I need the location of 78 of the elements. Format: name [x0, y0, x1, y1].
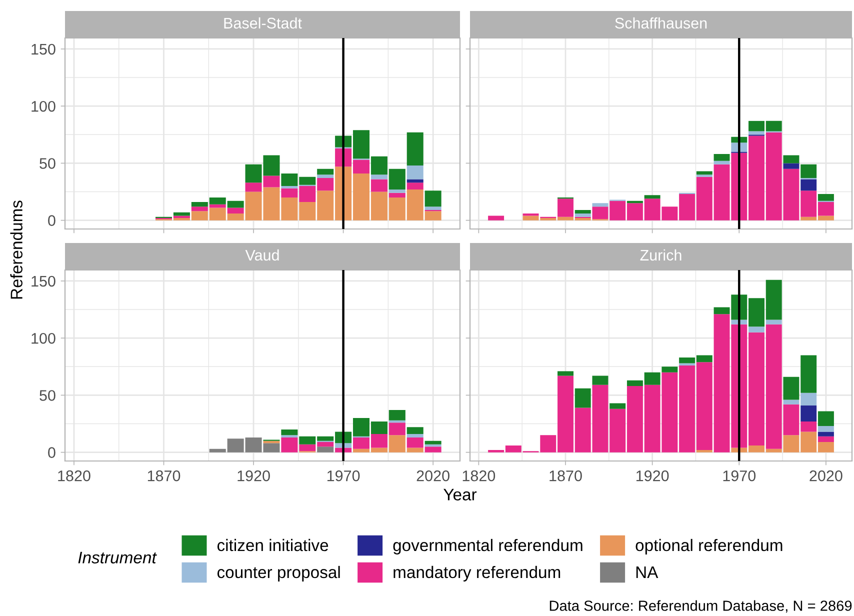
bar — [388, 410, 406, 420]
chart-title: Zurich — [640, 249, 682, 261]
x-tick-label: 1920 — [636, 470, 669, 482]
bar — [574, 213, 591, 217]
bar — [818, 436, 834, 442]
bar — [592, 376, 608, 385]
legend-label: citizen initiative — [217, 538, 328, 552]
y-tick-label: 150 — [32, 44, 56, 55]
bar — [748, 326, 764, 332]
x-tick-label: 1820 — [462, 470, 496, 482]
x-tick-label: 2020 — [810, 470, 842, 482]
bar — [800, 179, 817, 191]
bar — [800, 405, 817, 422]
bar — [406, 434, 424, 438]
bar — [818, 194, 834, 201]
bar — [227, 208, 244, 214]
bar — [406, 427, 424, 434]
bar — [574, 210, 591, 214]
bar — [644, 195, 660, 199]
chart-title: Vaud — [245, 249, 279, 261]
bar — [488, 216, 504, 220]
chart-title: Basel-Stadt — [224, 17, 302, 29]
legend-label: governmental referendum — [393, 538, 582, 554]
y-tick-label: 0 — [48, 447, 56, 458]
legend-label: mandatory referendum — [394, 566, 560, 582]
x-tick-label: 1870 — [550, 470, 582, 482]
bar — [800, 164, 817, 178]
bar — [424, 206, 442, 210]
bar — [424, 190, 442, 207]
bar — [317, 446, 334, 452]
x-tick-label: 1970 — [723, 470, 756, 482]
y-tick-label: 100 — [32, 100, 56, 112]
bar — [818, 411, 834, 426]
legend-label: optional referendum — [636, 538, 782, 554]
bar — [424, 440, 442, 444]
bar — [388, 192, 406, 198]
bar — [173, 216, 190, 218]
chart-title: Schaffhausen — [615, 17, 707, 29]
legend-label: counter proposal — [217, 566, 340, 582]
bar — [610, 403, 626, 409]
bar — [766, 320, 782, 324]
bar — [592, 203, 608, 207]
legend-label: NA — [636, 566, 658, 578]
bar — [370, 179, 388, 192]
x-tick-label: 1970 — [327, 470, 360, 482]
x-axis-title: Year — [444, 488, 477, 500]
bar — [783, 155, 800, 164]
x-tick-label: 1920 — [238, 470, 270, 482]
bar — [818, 426, 834, 432]
bar — [406, 182, 424, 190]
bar — [317, 168, 334, 175]
bar — [696, 171, 712, 175]
bar — [370, 174, 388, 180]
y-tick-label: 100 — [32, 332, 56, 344]
bar — [406, 132, 424, 166]
source-note: Data Source: Referendum Database, N = 2869 — [550, 600, 852, 613]
x-tick-label: 1820 — [58, 470, 90, 482]
legend-title: Instrument — [78, 552, 157, 564]
bar — [558, 198, 574, 217]
bar — [406, 165, 424, 180]
bar — [818, 432, 834, 436]
y-tick-label: 0 — [48, 215, 56, 226]
bar — [388, 189, 406, 193]
y-tick-label: 50 — [40, 390, 56, 401]
y-tick-label: 50 — [40, 158, 56, 169]
x-tick-label: 1870 — [148, 470, 180, 482]
bar — [714, 160, 730, 164]
y-axis-title: Referendums — [10, 200, 22, 299]
x-tick-label: 2020 — [416, 470, 450, 482]
y-tick-label: 150 — [32, 276, 56, 287]
bar — [281, 429, 298, 436]
bar — [317, 174, 334, 178]
bar — [406, 179, 424, 183]
bar — [558, 371, 574, 376]
bar — [783, 163, 800, 169]
bar — [714, 154, 730, 161]
bar — [662, 366, 678, 372]
bar — [574, 388, 591, 408]
